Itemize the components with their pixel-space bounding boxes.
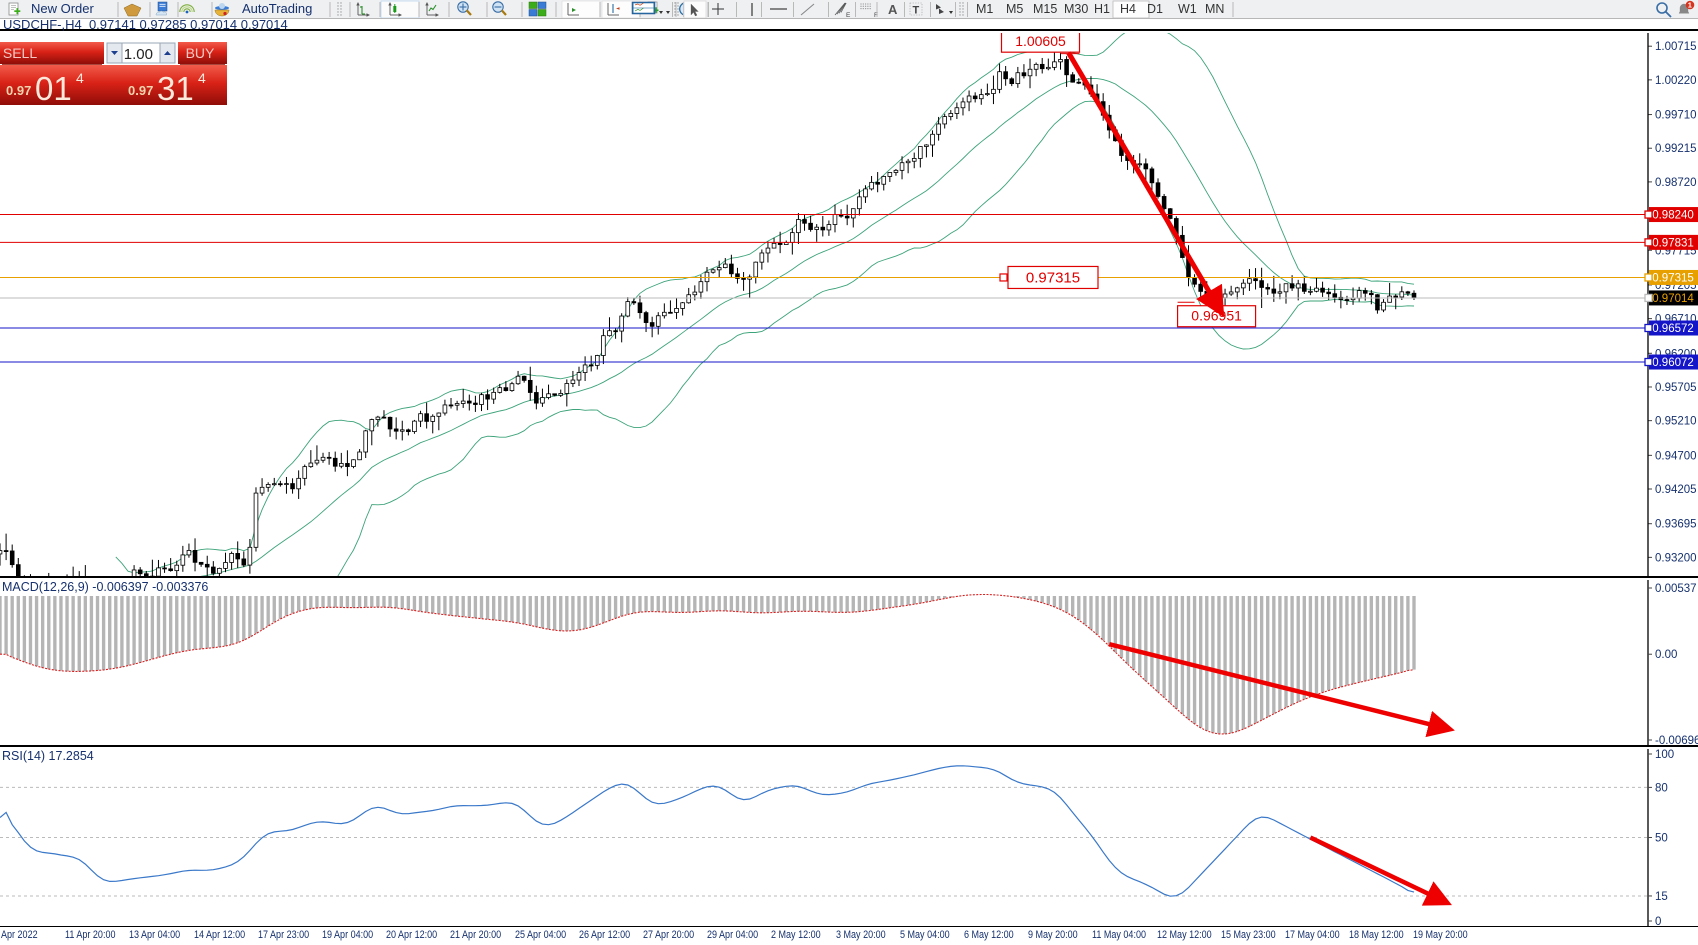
- svg-text:W1: W1: [1178, 2, 1197, 16]
- svg-text:50: 50: [1655, 833, 1668, 845]
- svg-text:M5: M5: [1006, 2, 1023, 16]
- svg-text:0.94205: 0.94205: [1655, 484, 1697, 496]
- svg-text:M30: M30: [1064, 2, 1088, 16]
- svg-text:-0.00696: -0.00696: [1655, 735, 1698, 747]
- svg-text:1.00605: 1.00605: [1015, 33, 1066, 49]
- svg-text:E: E: [846, 12, 851, 19]
- svg-text:0.99215: 0.99215: [1655, 143, 1697, 155]
- svg-text:0.93695: 0.93695: [1655, 519, 1697, 531]
- svg-text:0.94700: 0.94700: [1655, 450, 1697, 462]
- svg-text:T: T: [913, 5, 920, 17]
- svg-text:80: 80: [1655, 782, 1668, 794]
- svg-text:0: 0: [1655, 916, 1661, 927]
- svg-text:0.96072: 0.96072: [1652, 357, 1694, 369]
- svg-text:1: 1: [1688, 0, 1692, 9]
- svg-text:H4: H4: [1120, 2, 1136, 16]
- svg-text:0.00: 0.00: [1655, 649, 1677, 661]
- svg-text:H1: H1: [1094, 2, 1110, 16]
- svg-text:0.97831: 0.97831: [1652, 237, 1694, 249]
- svg-text:0.97315: 0.97315: [1026, 269, 1080, 286]
- svg-text:0.97014: 0.97014: [1652, 293, 1694, 305]
- svg-text:0.98720: 0.98720: [1655, 177, 1697, 189]
- svg-text:M1: M1: [976, 2, 993, 16]
- svg-text:0.98240: 0.98240: [1652, 210, 1694, 222]
- svg-text:0.00537: 0.00537: [1655, 583, 1697, 595]
- svg-text:0.95705: 0.95705: [1655, 382, 1697, 394]
- svg-text:0.93200: 0.93200: [1655, 552, 1697, 564]
- svg-text:0.97315: 0.97315: [1652, 272, 1694, 284]
- svg-text:D1: D1: [1147, 2, 1163, 16]
- svg-text:MN: MN: [1205, 2, 1224, 16]
- svg-text:0.96572: 0.96572: [1652, 323, 1694, 335]
- svg-text:0.99710: 0.99710: [1655, 110, 1697, 122]
- svg-text:New Order: New Order: [31, 1, 95, 16]
- svg-text:0.96951: 0.96951: [1191, 308, 1242, 324]
- svg-text:15: 15: [1655, 891, 1668, 903]
- svg-text:0.95210: 0.95210: [1655, 416, 1697, 428]
- svg-text:1.00715: 1.00715: [1655, 41, 1697, 53]
- svg-text:AutoTrading: AutoTrading: [242, 1, 312, 16]
- svg-text:M15: M15: [1033, 2, 1057, 16]
- svg-text:1.00220: 1.00220: [1655, 75, 1697, 87]
- svg-text:RSI(14) 17.2854: RSI(14) 17.2854: [2, 749, 94, 763]
- svg-text:MACD(12,26,9) -0.006397 -0.003: MACD(12,26,9) -0.006397 -0.003376: [2, 580, 208, 594]
- svg-text:100: 100: [1655, 749, 1674, 761]
- svg-text:A: A: [888, 2, 898, 17]
